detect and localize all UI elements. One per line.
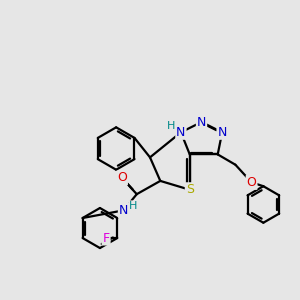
Text: N: N: [176, 126, 186, 139]
Text: N: N: [119, 204, 128, 217]
Text: N: N: [197, 116, 206, 128]
Text: F: F: [103, 232, 110, 244]
Text: H: H: [167, 121, 175, 131]
Text: S: S: [186, 183, 194, 196]
Text: O: O: [117, 172, 127, 184]
Text: N: N: [218, 126, 227, 139]
Text: H: H: [129, 201, 137, 211]
Text: O: O: [247, 176, 256, 189]
